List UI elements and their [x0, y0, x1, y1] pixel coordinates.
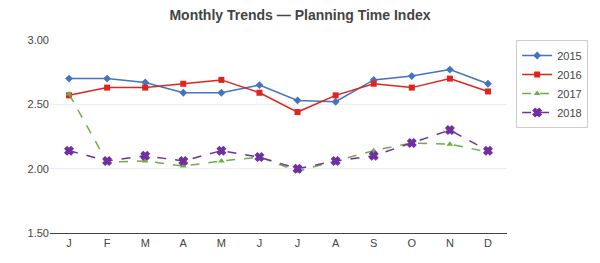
svg-text:N: N — [446, 237, 454, 249]
svg-text:J: J — [257, 237, 263, 249]
svg-text:M: M — [217, 237, 226, 249]
svg-text:2015: 2015 — [557, 50, 581, 62]
svg-text:O: O — [408, 237, 417, 249]
svg-text:J: J — [295, 237, 301, 249]
svg-text:3.00: 3.00 — [28, 34, 49, 46]
svg-text:S: S — [370, 237, 377, 249]
svg-text:Monthly Trends — Planning Time: Monthly Trends — Planning Time Index — [169, 7, 430, 23]
svg-text:2017: 2017 — [557, 88, 581, 100]
svg-text:A: A — [332, 237, 340, 249]
svg-text:2.50: 2.50 — [28, 98, 49, 110]
svg-text:2018: 2018 — [557, 107, 581, 119]
svg-text:D: D — [484, 237, 492, 249]
svg-text:M: M — [141, 237, 150, 249]
svg-text:1.50: 1.50 — [28, 227, 49, 239]
svg-text:A: A — [180, 237, 188, 249]
svg-text:2016: 2016 — [557, 69, 581, 81]
svg-text:J: J — [66, 237, 72, 249]
svg-text:F: F — [104, 237, 111, 249]
svg-text:2.00: 2.00 — [28, 163, 49, 175]
